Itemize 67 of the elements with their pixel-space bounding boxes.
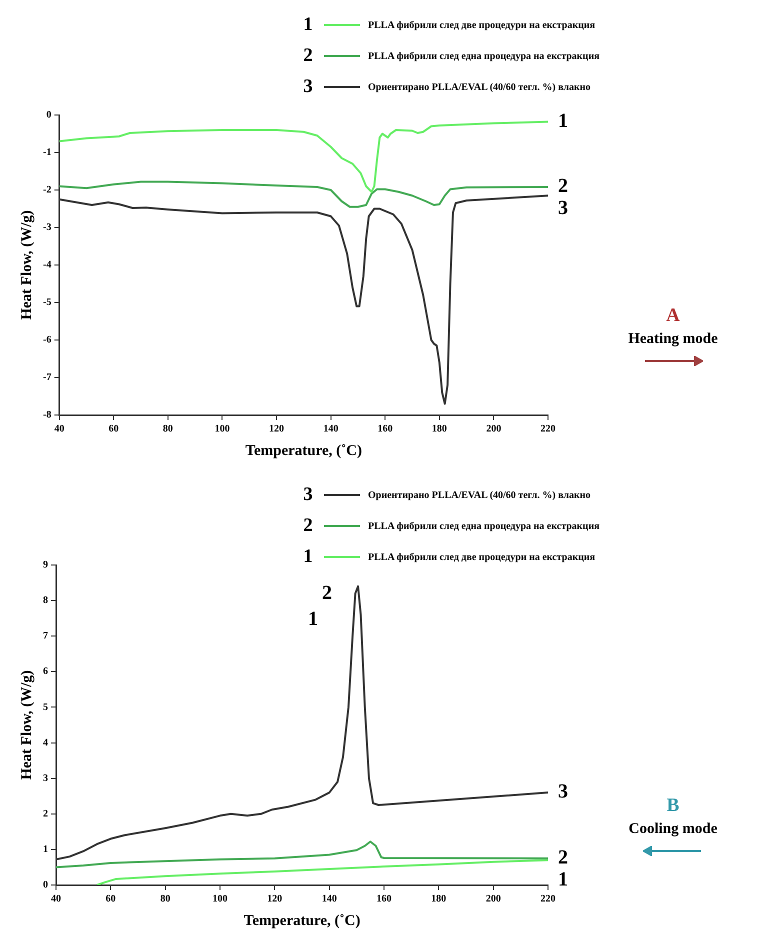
y-tick-label: -4 bbox=[42, 260, 52, 271]
x-axis-title: Temperature, (˚C) bbox=[244, 912, 360, 929]
x-tick-label: 100 bbox=[212, 894, 228, 905]
x-tick-label: 80 bbox=[160, 894, 170, 905]
text: A bbox=[665, 305, 681, 327]
x-tick-label: 160 bbox=[376, 894, 392, 905]
y-tick-label: -5 bbox=[42, 297, 52, 308]
x-tick-label: 40 bbox=[54, 424, 64, 435]
y-tick-label: 7 bbox=[43, 630, 48, 642]
y-tick-label: -8 bbox=[42, 410, 52, 421]
annotation: 2 bbox=[322, 582, 332, 605]
text: 2 bbox=[303, 45, 313, 66]
text: B bbox=[666, 795, 680, 817]
y-tick-label: 5 bbox=[43, 702, 48, 713]
y-axis-title: Heat Flow, (W/g) bbox=[18, 210, 35, 320]
text: 1 bbox=[558, 110, 568, 132]
text: 3 bbox=[303, 76, 313, 97]
legend-label: PLLA фибрили след две процедури на екстракция bbox=[368, 20, 596, 30]
y-tick-label: -6 bbox=[42, 334, 52, 346]
legend-label: PLLA фибрили след две процедури на екстракция bbox=[368, 552, 596, 562]
text: 1 bbox=[303, 14, 313, 35]
y-tick-label: 2 bbox=[43, 808, 48, 820]
y-tick-label: -1 bbox=[42, 147, 52, 158]
text: Heating mode bbox=[627, 331, 719, 348]
annotation: 1 bbox=[308, 608, 318, 631]
x-tick-label: 160 bbox=[378, 424, 393, 435]
x-axis-title: Temperature, (˚C) bbox=[245, 442, 362, 459]
y-tick-label: -2 bbox=[42, 184, 52, 196]
x-tick-label: 60 bbox=[106, 894, 116, 905]
y-tick-label: 4 bbox=[43, 737, 48, 748]
x-tick-label: 120 bbox=[269, 424, 284, 435]
x-tick-label: 180 bbox=[431, 894, 446, 905]
x-tick-label: 200 bbox=[486, 894, 501, 905]
x-tick-label: 60 bbox=[108, 424, 119, 435]
legend-label: Ориентирано PLLA/EVAL (40/60 тегл. %) влакно bbox=[368, 82, 591, 92]
y-tick-label: 0 bbox=[43, 880, 48, 891]
text: 3 bbox=[558, 197, 568, 220]
text: Cooling mode bbox=[628, 821, 718, 838]
text: 2 bbox=[303, 515, 313, 536]
x-tick-label: 220 bbox=[540, 424, 556, 435]
x-tick-label: 100 bbox=[214, 424, 230, 435]
text: 2 bbox=[558, 175, 568, 198]
x-tick-label: 200 bbox=[486, 424, 502, 435]
y-tick-label: 6 bbox=[43, 666, 48, 678]
text: 3 bbox=[303, 484, 313, 505]
x-tick-label: 180 bbox=[432, 424, 447, 435]
legend-label: PLLA фибрили след една процедура на екстракция bbox=[368, 50, 600, 62]
x-tick-label: 140 bbox=[323, 424, 338, 435]
y-tick-label: 1 bbox=[43, 844, 48, 856]
x-tick-label: 120 bbox=[267, 894, 282, 905]
annotation: 1 bbox=[302, 546, 314, 568]
legend-label: Ориентирано PLLA/EVAL (40/60 тегл. %) влакно bbox=[368, 490, 591, 500]
x-tick-label: 140 bbox=[322, 894, 337, 905]
y-tick-label: -3 bbox=[42, 222, 52, 234]
x-tick-label: 220 bbox=[540, 894, 556, 905]
y-tick-label: -7 bbox=[42, 372, 52, 384]
y-axis-title: Heat Flow, (W/g) bbox=[18, 670, 35, 780]
y-tick-label: 8 bbox=[43, 595, 48, 606]
text: 2 bbox=[558, 846, 568, 869]
text: 3 bbox=[558, 780, 568, 803]
x-tick-label: 40 bbox=[51, 894, 61, 905]
legend-label: PLLA фибрили след една процедура на екстракция bbox=[368, 520, 600, 532]
y-tick-label: 3 bbox=[43, 772, 48, 784]
y-tick-label: 0 bbox=[46, 110, 52, 121]
x-tick-label: 80 bbox=[162, 424, 173, 435]
y-tick-label: 9 bbox=[43, 560, 48, 571]
text: 1 bbox=[558, 868, 568, 891]
